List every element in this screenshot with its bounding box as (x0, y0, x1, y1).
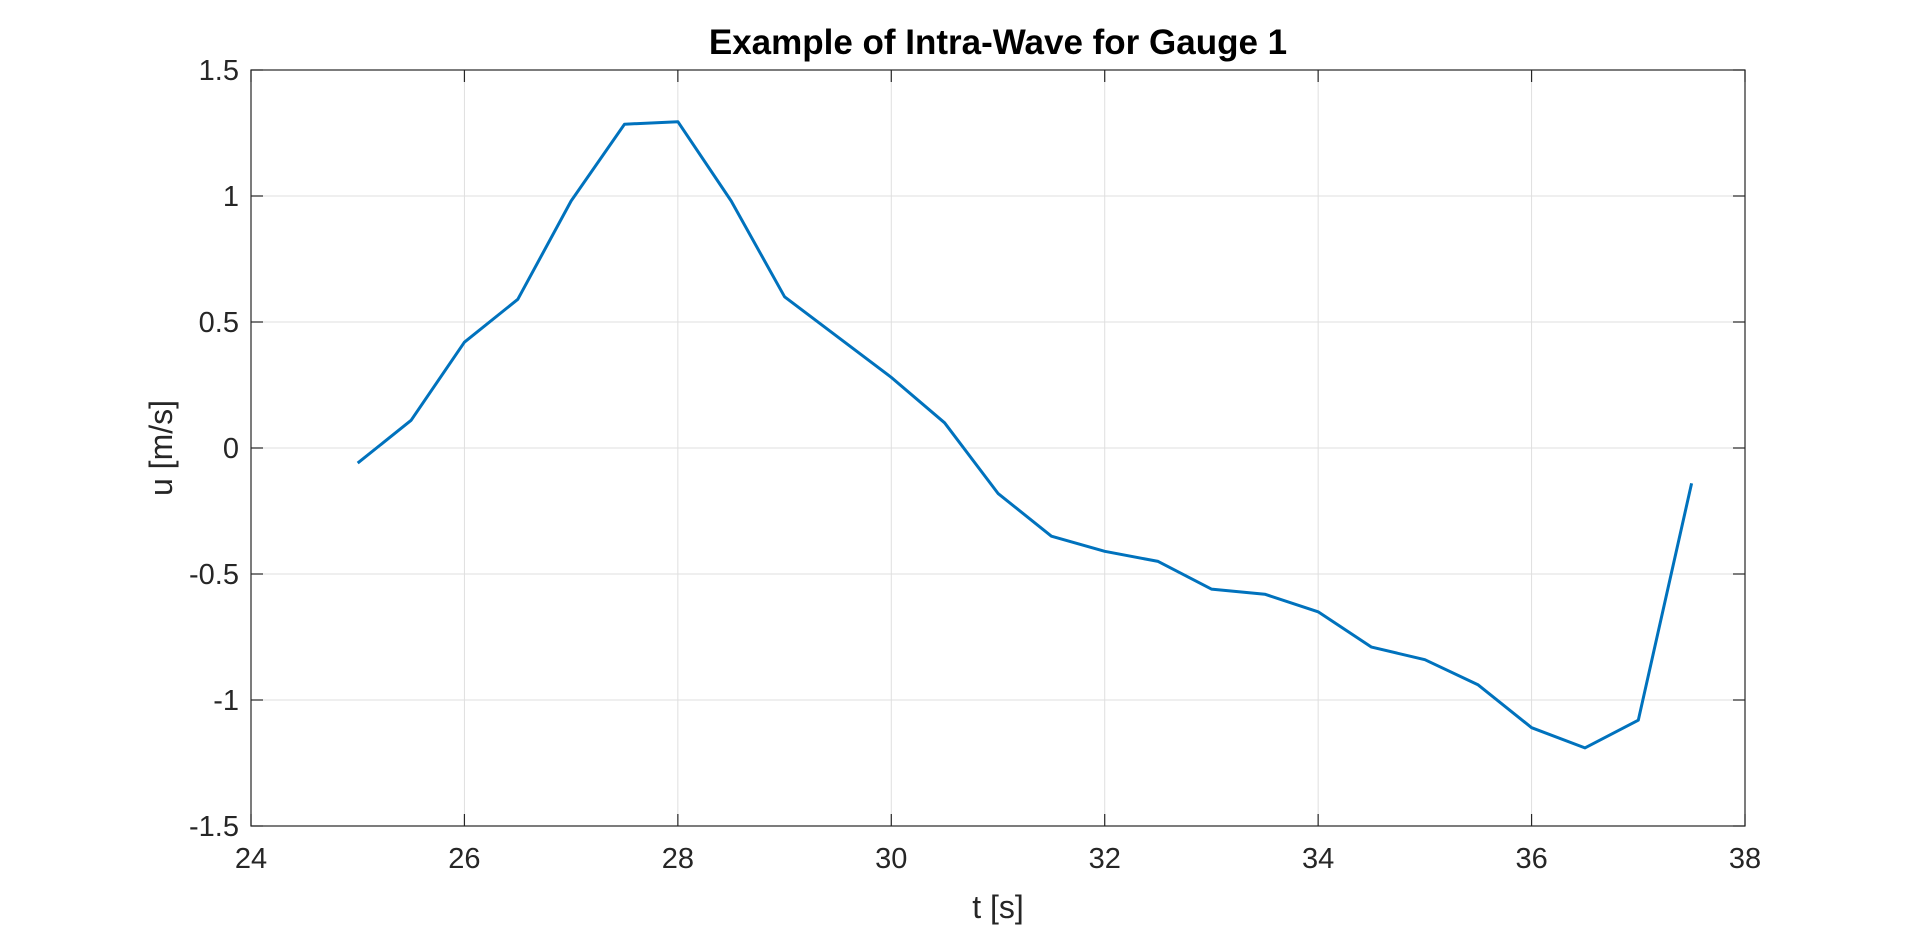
y-tick-label: -0.5 (189, 559, 239, 591)
x-tick-label: 26 (448, 843, 480, 875)
x-tick-label: 28 (662, 843, 694, 875)
x-tick-label: 38 (1729, 843, 1761, 875)
x-tick-label: 36 (1515, 843, 1547, 875)
x-tick-label: 30 (875, 843, 907, 875)
y-tick-label: 1 (223, 181, 239, 213)
y-axis-label: u [m/s] (143, 400, 179, 496)
y-tick-label: 0 (223, 433, 239, 465)
x-tick-label: 24 (235, 843, 267, 875)
y-tick-label: 0.5 (199, 307, 239, 339)
axis-ticks: 24 26 28 30 32 34 36 38 1.5 1 0.5 0 -0.5 -1 -1.5 (189, 55, 1761, 875)
series-layer (356, 120, 1694, 750)
series-line-0 (356, 120, 1694, 750)
y-tick-label: 1.5 (199, 55, 239, 87)
x-tick-label: 32 (1089, 843, 1121, 875)
x-tick-label: 34 (1302, 843, 1334, 875)
chart-title: Example of Intra-Wave for Gauge 1 (709, 23, 1287, 62)
y-tick-label: -1.5 (189, 811, 239, 843)
y-tick-label: -1 (213, 685, 239, 717)
x-axis-label: t [s] (972, 889, 1024, 925)
